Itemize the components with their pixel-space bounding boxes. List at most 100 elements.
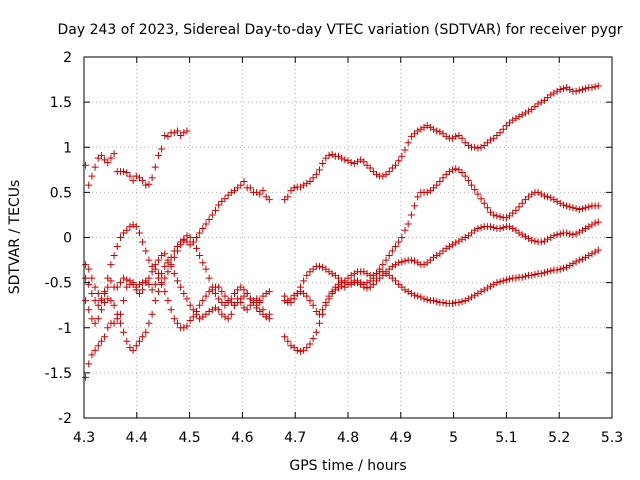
data-point <box>221 292 229 300</box>
data-point <box>518 231 526 239</box>
data-point <box>104 283 112 291</box>
data-point <box>120 297 128 305</box>
data-point <box>88 315 96 323</box>
data-point <box>528 271 536 279</box>
data-point <box>129 346 137 354</box>
data-point <box>161 132 169 140</box>
data-point <box>588 250 596 258</box>
x-tick-label: 4.7 <box>284 430 306 446</box>
data-point <box>211 304 219 312</box>
data-point <box>173 277 181 285</box>
data-point <box>196 252 204 260</box>
data-point <box>303 292 311 300</box>
data-point <box>265 310 273 318</box>
data-point <box>120 274 128 282</box>
x-tick-label: 4.5 <box>178 430 200 446</box>
data-point <box>303 344 311 352</box>
data-point <box>154 151 162 159</box>
data-point <box>221 313 229 321</box>
data-point <box>499 125 507 133</box>
data-point <box>578 255 586 263</box>
data-point <box>284 337 292 345</box>
data-point <box>290 291 298 299</box>
data-point <box>582 85 590 93</box>
x-tick-label: 4.3 <box>73 430 95 446</box>
data-point <box>315 166 323 174</box>
y-tick-label: -1 <box>58 321 72 337</box>
x-tick-label: 4.4 <box>126 430 148 446</box>
data-point <box>401 286 409 294</box>
data-point <box>556 230 564 238</box>
series-track-a <box>82 127 191 189</box>
data-point <box>253 188 261 196</box>
data-point <box>116 234 124 241</box>
data-point <box>506 275 514 283</box>
data-point <box>315 319 323 327</box>
data-point <box>423 122 431 130</box>
data-point <box>180 235 188 243</box>
data-point <box>284 193 292 201</box>
data-point <box>85 306 93 314</box>
data-point <box>123 169 131 177</box>
data-point <box>107 297 115 305</box>
data-point <box>126 172 134 180</box>
data-point <box>550 89 558 97</box>
data-point <box>170 253 178 261</box>
data-point <box>192 308 200 316</box>
data-point <box>439 298 447 306</box>
data-point <box>411 291 419 299</box>
y-tick-label: 1.5 <box>50 95 72 111</box>
data-point <box>585 203 593 211</box>
data-point <box>433 298 441 306</box>
data-point <box>164 256 172 264</box>
data-point <box>167 261 175 269</box>
data-point <box>167 306 175 314</box>
data-point <box>101 333 109 341</box>
data-point <box>531 271 539 279</box>
data-point <box>208 306 216 314</box>
data-point <box>499 224 507 232</box>
data-point <box>423 188 431 196</box>
data-point <box>515 229 523 237</box>
data-point <box>547 91 555 99</box>
data-point <box>164 268 172 276</box>
data-point <box>97 151 105 159</box>
data-point <box>309 335 317 343</box>
data-point <box>170 129 178 137</box>
data-point <box>161 274 169 282</box>
data-point <box>237 181 245 189</box>
data-point <box>290 184 298 192</box>
data-point <box>487 136 495 144</box>
data-point <box>126 277 134 285</box>
data-point <box>256 297 264 305</box>
data-point <box>556 265 564 273</box>
data-point <box>433 252 441 260</box>
data-point <box>151 297 159 305</box>
data-point <box>398 234 406 241</box>
data-point <box>411 202 419 210</box>
data-point <box>82 161 90 169</box>
data-point <box>572 230 580 238</box>
data-point <box>578 85 586 93</box>
data-point <box>474 224 482 232</box>
data-point <box>420 261 428 269</box>
data-point <box>547 234 555 241</box>
y-tick-label: 0.5 <box>50 185 72 201</box>
data-point <box>392 277 400 285</box>
data-point <box>196 315 204 323</box>
data-point <box>436 128 444 136</box>
data-point <box>88 274 96 282</box>
data-point <box>221 195 229 203</box>
data-point <box>404 220 412 228</box>
data-point <box>540 237 548 245</box>
data-point <box>363 284 371 292</box>
data-point <box>525 234 533 242</box>
data-point <box>319 263 327 271</box>
data-point <box>227 188 235 196</box>
data-point <box>420 295 428 303</box>
data-point <box>556 85 564 93</box>
data-point <box>575 86 583 94</box>
data-point <box>243 289 251 297</box>
data-point <box>544 268 552 276</box>
